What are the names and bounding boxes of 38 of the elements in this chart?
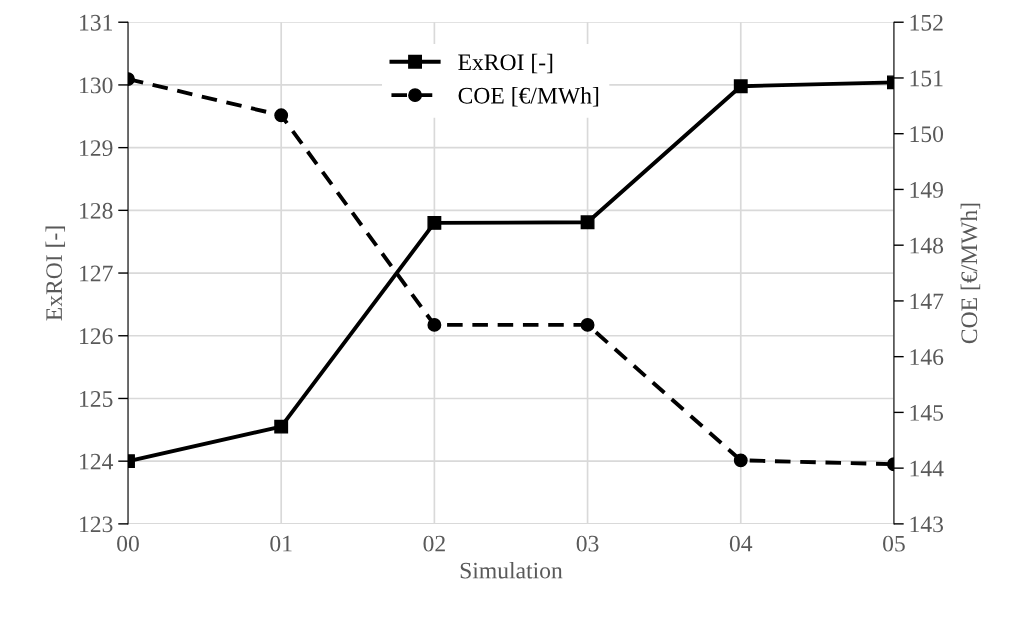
y2-axis-title: COE [€/MWh] [960, 203, 981, 344]
x-tick-label: 05 [883, 535, 905, 552]
point [733, 453, 748, 468]
y2-tick-label: 148 [910, 237, 944, 254]
x-tick-label: 03 [576, 535, 599, 552]
y2-tick-label: 144 [910, 460, 944, 477]
legend-label: COE [€/MWh] [458, 87, 599, 107]
y2-tick-label: 145 [910, 405, 944, 421]
x-tick-label: 01 [270, 535, 292, 552]
y2-tick-label: 152 [910, 14, 943, 31]
point [580, 317, 595, 332]
y2-tick-label: 149 [910, 182, 943, 198]
y-tick-label: 125 [80, 391, 113, 407]
y-tick-label: 130 [80, 77, 113, 94]
y-tick-label: 123 [80, 516, 113, 533]
point [427, 215, 442, 230]
y-tick-label: 128 [80, 202, 113, 219]
x-tick-label: 00 [117, 535, 139, 552]
y2-tick-label: 151 [910, 70, 943, 87]
y-tick-label: 127 [80, 265, 113, 282]
y-axis-title: ExROI [-] [45, 226, 66, 321]
x-tick-label: 02 [423, 535, 445, 552]
point [427, 317, 442, 332]
y-tick-label: 124 [80, 453, 114, 470]
point [274, 108, 289, 123]
y2-tick-label: 146 [910, 349, 944, 366]
y2-tick-label: 143 [910, 516, 944, 533]
point [733, 79, 748, 94]
y-tick-label: 126 [80, 328, 113, 345]
y2-tick-label: 150 [910, 126, 944, 143]
legend-label: ExROI [-] [458, 53, 553, 74]
x-axis-title: Simulation [460, 561, 563, 579]
point [274, 419, 289, 434]
y2-tick-label: 147 [910, 293, 944, 310]
x-tick-label: 04 [729, 535, 753, 552]
y-tick-label: 131 [80, 14, 112, 31]
point [580, 215, 595, 230]
y-tick-label: 129 [80, 140, 113, 157]
